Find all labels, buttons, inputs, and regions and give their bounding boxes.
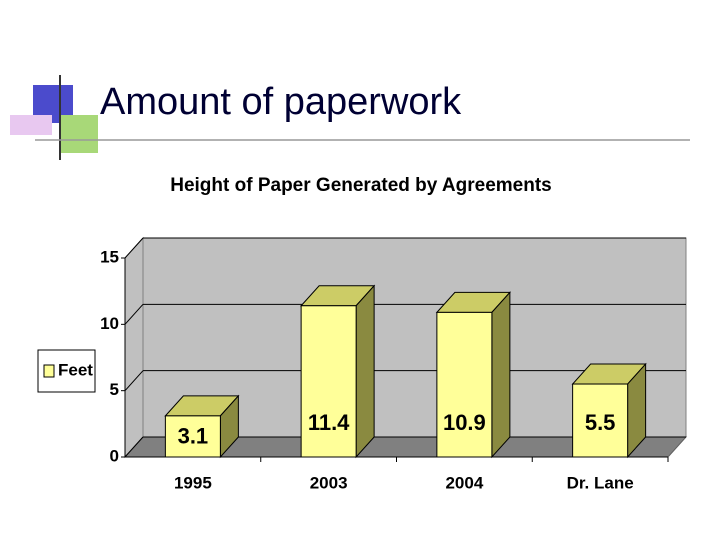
deco-square bbox=[10, 115, 52, 135]
grid-line bbox=[124, 370, 144, 392]
bar bbox=[164, 394, 240, 459]
legend-swatch bbox=[43, 364, 55, 378]
bar-front bbox=[164, 415, 221, 458]
x-tick-label: 2003 bbox=[310, 473, 348, 492]
x-tick-label: Dr. Lane bbox=[567, 473, 634, 492]
bar bbox=[571, 362, 647, 459]
bar-front bbox=[300, 305, 357, 458]
chart-title: Height of Paper Generated by Agreements bbox=[170, 175, 552, 196]
bar-side bbox=[491, 291, 511, 459]
data-label: 10.9 bbox=[443, 410, 486, 435]
legend-label: Feet bbox=[58, 360, 93, 379]
legend-box bbox=[37, 349, 96, 393]
chart: 0 5 10 15 1995 2003 2004 Dr. Lane 3.1 11.4 10.9 5.5… bbox=[37, 236, 688, 492]
data-label: 5.5 bbox=[585, 410, 616, 435]
legend: Feet bbox=[37, 349, 96, 393]
grid-line bbox=[124, 436, 144, 458]
grid-line bbox=[124, 237, 144, 259]
x-tick-label: 1995 bbox=[174, 473, 212, 492]
bar-front bbox=[436, 311, 493, 458]
y-tick-label: 10 bbox=[100, 314, 119, 333]
side-wall bbox=[124, 236, 144, 459]
slide-title: Amount of paperwork bbox=[100, 81, 462, 123]
y-tick-label: 5 bbox=[110, 380, 119, 399]
y-tick-label: 15 bbox=[100, 247, 119, 266]
deco-square bbox=[60, 115, 98, 153]
data-label: 11.4 bbox=[308, 410, 350, 435]
x-tick-label: 2004 bbox=[445, 473, 483, 492]
bar-front bbox=[572, 383, 629, 458]
data-label: 3.1 bbox=[178, 424, 209, 449]
y-tick-label: 0 bbox=[110, 446, 119, 465]
bar bbox=[435, 291, 511, 459]
bar-side bbox=[355, 284, 375, 459]
grid-line bbox=[124, 303, 144, 325]
bar bbox=[300, 284, 376, 459]
